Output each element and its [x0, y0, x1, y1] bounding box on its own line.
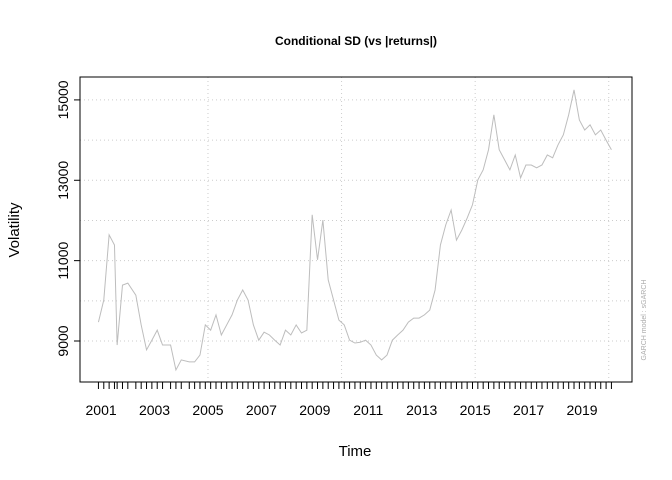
- x-tick-label: 2011: [353, 402, 383, 418]
- x-tick-label: 2003: [139, 402, 170, 418]
- x-tick-label: 2005: [192, 402, 223, 418]
- series-line: [97, 89, 612, 372]
- y-axis-label: Volatility: [6, 202, 23, 258]
- y-tick-label: 11000: [55, 241, 71, 279]
- x-tick-label: 2007: [246, 402, 277, 418]
- x-tick-label: 2013: [406, 402, 437, 418]
- side-note: GARCH model : sGARCH: [641, 280, 648, 361]
- x-tick-label: 2009: [299, 402, 330, 418]
- x-axis-label: Time: [339, 443, 372, 460]
- y-tick-label: 15000: [55, 80, 71, 119]
- x-tick-label: 2001: [86, 402, 117, 418]
- chart-title: Conditional SD (vs |returns|): [275, 34, 437, 48]
- x-tick-label: 2017: [513, 402, 544, 418]
- y-tick-label: 13000: [55, 161, 71, 200]
- plot-frame: [79, 76, 633, 383]
- y-tick-label: 9000: [55, 325, 71, 356]
- x-tick-label: 2015: [460, 402, 491, 418]
- x-tick-label: 2019: [566, 402, 597, 418]
